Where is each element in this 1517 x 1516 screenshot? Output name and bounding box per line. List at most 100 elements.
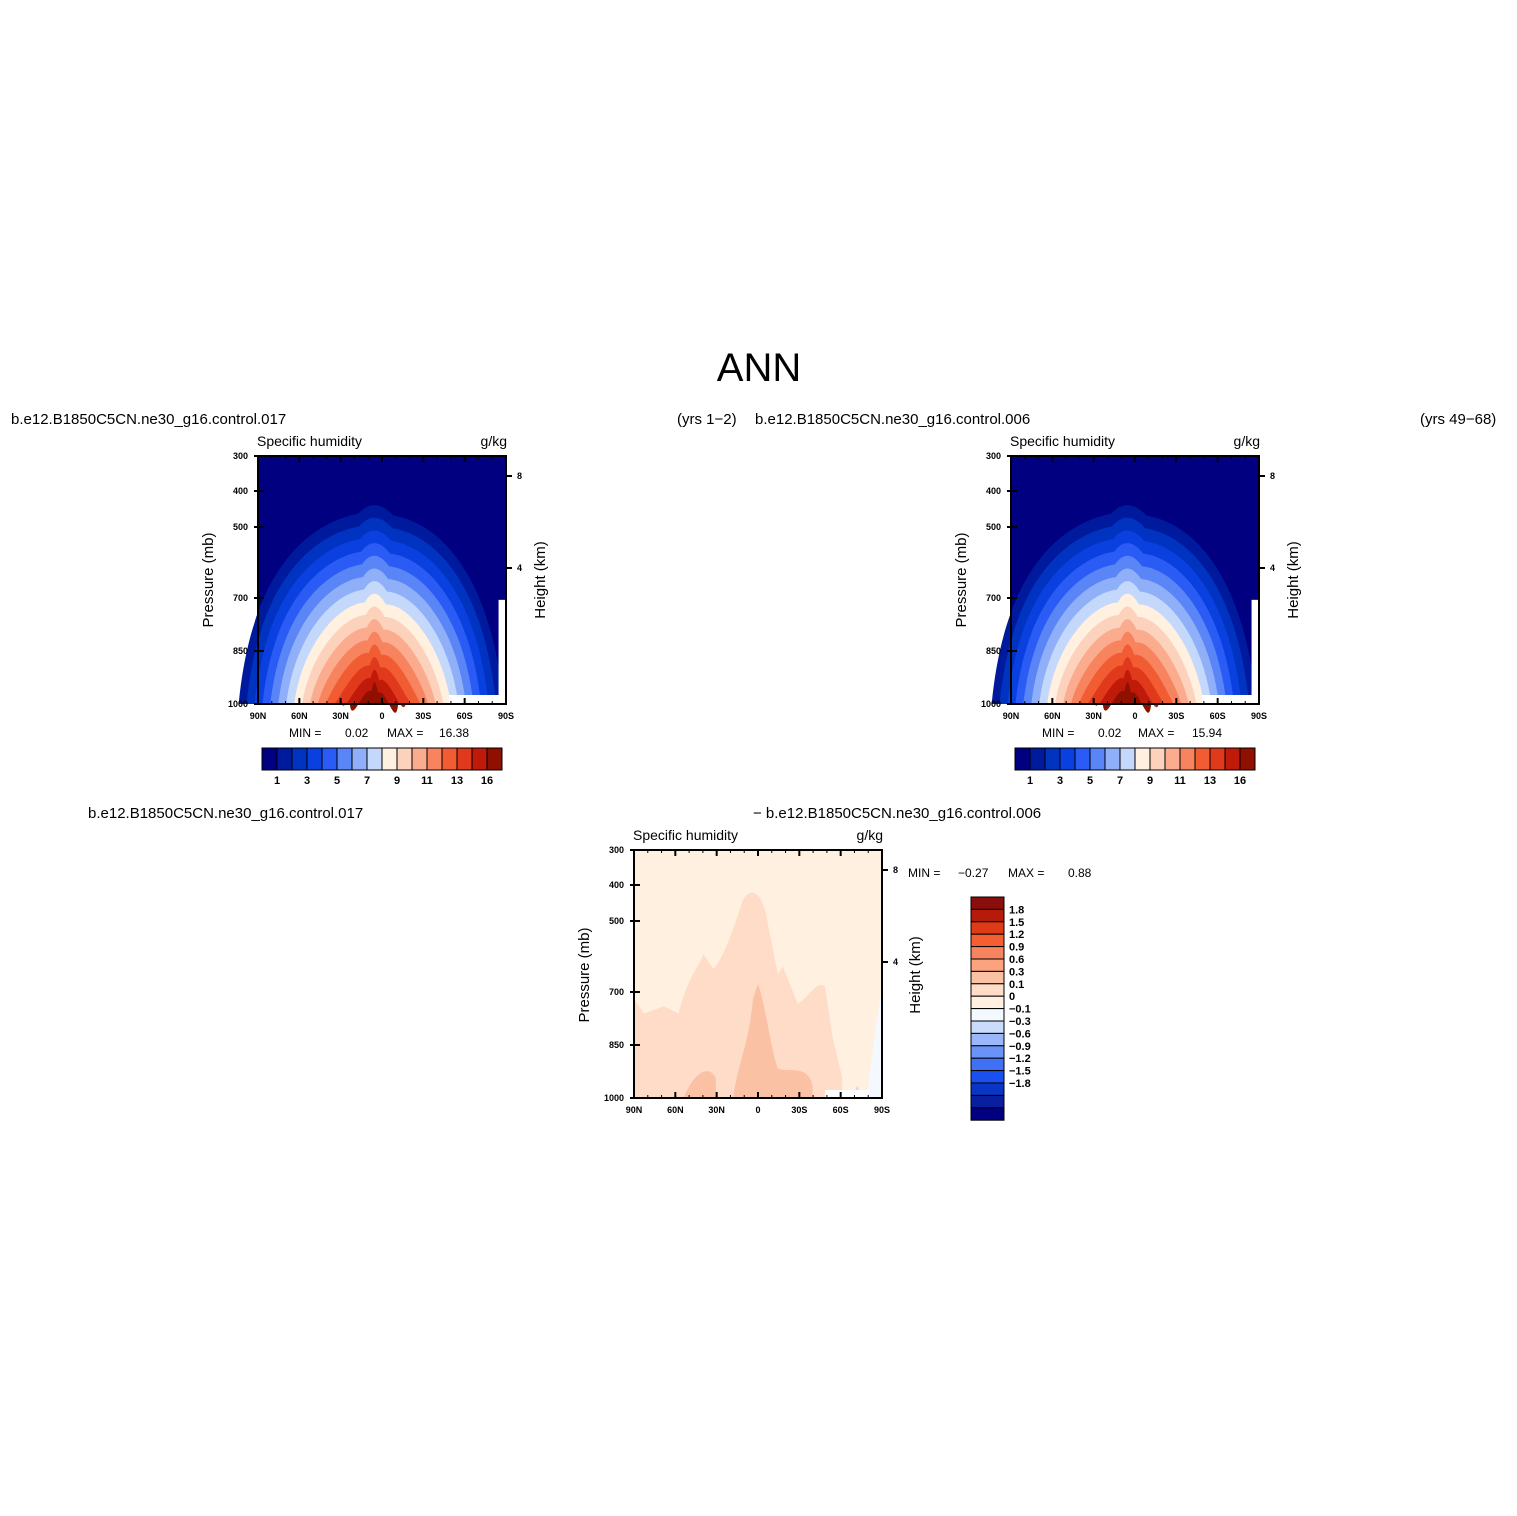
y-tick-label: 500	[986, 522, 1001, 532]
colorbar-box	[1224, 747, 1241, 771]
colorbar-label: 3	[1057, 775, 1063, 787]
contour-band	[683, 1071, 716, 1098]
y-axis: 300 400 500 700 850 1000	[981, 451, 1017, 709]
colorbar-box	[970, 1045, 1005, 1059]
colorbar-label: 13	[451, 775, 463, 787]
contour-field	[634, 850, 882, 1098]
colorbar-box	[486, 747, 503, 771]
colorbar-label: 3	[304, 775, 310, 787]
colorbar-box	[970, 933, 1005, 948]
y-axis-label: Pressure (mb)	[576, 927, 593, 1022]
caption-top-left: b.e12.B1850C5CN.ne30_g16.control.017	[11, 411, 286, 428]
min-value: 0.02	[1098, 726, 1122, 740]
colorbar: 1.81.51.20.90.60.30.10−0.1−0.3−0.6−0.9−1…	[970, 896, 1031, 1121]
colorbar-label: −0.3	[1009, 1016, 1031, 1028]
missing-data	[824, 1090, 870, 1098]
colorbar-box	[970, 1107, 1005, 1121]
colorbar-label: 13	[1204, 775, 1216, 787]
colorbar-box	[1029, 747, 1046, 771]
colorbar-box	[336, 747, 353, 771]
max-value: 15.94	[1192, 726, 1222, 740]
colorbar-label: 1.8	[1009, 904, 1024, 916]
colorbar-label: 0.3	[1009, 966, 1024, 978]
colorbar-label: 1	[1027, 775, 1033, 787]
max-label: MAX =	[387, 726, 423, 740]
colorbar-box	[411, 747, 428, 771]
y-tick-label: 300	[986, 451, 1001, 461]
contour-band	[1102, 682, 1152, 713]
y-tick-label: 300	[233, 451, 248, 461]
y2-axis: 84	[1259, 471, 1275, 573]
colorbar-box	[970, 1020, 1005, 1034]
panel-title: Specific humidity	[257, 433, 362, 449]
colorbar-box	[1239, 747, 1256, 771]
colorbar-label: 1	[274, 775, 280, 787]
colorbar-box	[276, 747, 293, 771]
missing-data	[1201, 695, 1259, 704]
y-tick-label: 400	[233, 486, 248, 496]
colorbar-box	[970, 1032, 1005, 1047]
contour-band	[634, 892, 843, 1098]
colorbar-label: 9	[1147, 775, 1153, 787]
max-label: MAX =	[1138, 726, 1174, 740]
colorbar-box	[321, 747, 338, 771]
colorbar-box	[1179, 747, 1196, 771]
colorbar-label: 9	[394, 775, 400, 787]
colorbar-label: 16	[1234, 775, 1246, 787]
y2-tick-label: 8	[1270, 471, 1275, 481]
y2-axis: 84	[506, 471, 522, 573]
x-tick-label: 60S	[833, 1105, 849, 1115]
colorbar-box	[1119, 747, 1136, 771]
colorbar-box	[1044, 747, 1061, 771]
x-tick-label: 90N	[1003, 711, 1020, 721]
caption-bottom-left: b.e12.B1850C5CN.ne30_g16.control.017	[88, 805, 363, 822]
colorbar-box	[970, 896, 1005, 910]
x-tick-label: 0	[379, 711, 384, 721]
x-tick-label: 60N	[667, 1105, 684, 1115]
y-axis-label: Pressure (mb)	[200, 532, 217, 627]
colorbar-box	[970, 921, 1005, 935]
colorbar-label: −1.2	[1009, 1053, 1031, 1065]
colorbar-box	[970, 958, 1005, 972]
x-tick-label: 0	[1132, 711, 1137, 721]
x-tick-label: 60N	[291, 711, 308, 721]
y-tick-label: 300	[609, 845, 624, 855]
contour-band	[733, 983, 813, 1098]
x-tick-label: 90S	[874, 1105, 890, 1115]
x-tick-label: 30S	[791, 1105, 807, 1115]
colorbar-label: −1.5	[1009, 1066, 1031, 1078]
colorbar-box	[1074, 747, 1091, 771]
x-tick-label: 60N	[1044, 711, 1061, 721]
min-value: 0.02	[345, 726, 369, 740]
colorbar-box	[970, 1094, 1005, 1109]
colorbar-box	[471, 747, 488, 771]
y2-axis-label: Height (km)	[1285, 541, 1302, 619]
panel-difference: Specific humidity g/kg 90N 60N 30N 0 30S 60S 9…	[576, 827, 1092, 1121]
x-tick-label: 30S	[415, 711, 431, 721]
colorbar-box	[351, 747, 368, 771]
y-tick-label: 850	[233, 646, 248, 656]
caption-bottom-right: − b.e12.B1850C5CN.ne30_g16.control.006	[753, 805, 1041, 822]
x-tick-label: 90N	[250, 711, 267, 721]
caption-top-right-years: (yrs 49−68)	[1420, 411, 1496, 428]
colorbar-box	[441, 747, 458, 771]
colorbar-label: 0	[1009, 991, 1015, 1003]
y-tick-label: 700	[609, 987, 624, 997]
colorbar-box	[970, 1057, 1005, 1072]
colorbar-label: 7	[364, 775, 370, 787]
colorbar-box	[1134, 747, 1151, 771]
colorbar-label: −0.9	[1009, 1041, 1031, 1053]
colorbar-box	[396, 747, 413, 771]
colorbar-label: −0.6	[1009, 1028, 1031, 1040]
colorbar-label: 1.2	[1009, 929, 1024, 941]
y2-tick-label: 4	[517, 563, 522, 573]
y-axis-label: Pressure (mb)	[953, 532, 970, 627]
colorbar-box	[1194, 747, 1211, 771]
y2-tick-label: 4	[1270, 563, 1275, 573]
panel-title: Specific humidity	[633, 827, 738, 843]
panel-units: g/kg	[857, 827, 883, 843]
x-tick-label: 90S	[498, 711, 514, 721]
x-tick-label: 30N	[332, 711, 349, 721]
contour-band	[867, 986, 882, 1098]
colorbar-label: −0.1	[1009, 1004, 1031, 1016]
